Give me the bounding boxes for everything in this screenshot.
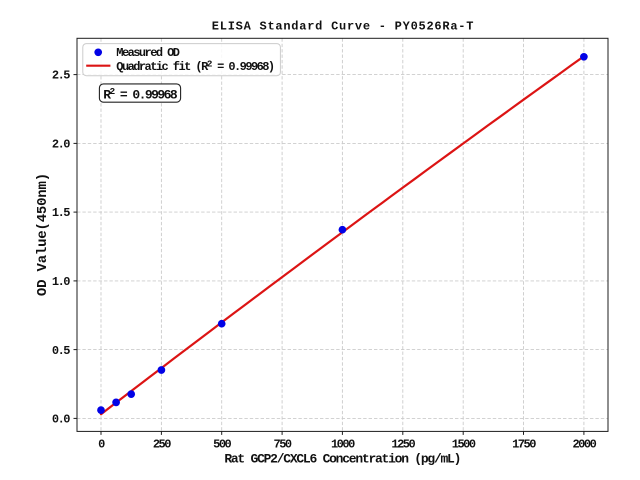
svg-text:0.5: 0.5	[52, 344, 70, 358]
svg-text:750: 750	[274, 438, 292, 452]
svg-text:OD Value(450nm): OD Value(450nm)	[35, 173, 51, 296]
svg-text:Measured OD: Measured OD	[116, 46, 180, 60]
svg-text:1500: 1500	[452, 438, 476, 452]
svg-text:1750: 1750	[512, 438, 536, 452]
svg-text:2.0: 2.0	[52, 138, 70, 152]
svg-text:Rat GCP2/CXCL6 Concentration (: Rat GCP2/CXCL6 Concentration (pg/mL)	[224, 452, 460, 467]
svg-text:R2 = 0.99968: R2 = 0.99968	[103, 86, 178, 102]
svg-text:Quadratic fit (R2 = 0.99968): Quadratic fit (R2 = 0.99968)	[116, 58, 274, 74]
svg-text:2.5: 2.5	[52, 69, 70, 83]
svg-text:0: 0	[98, 438, 105, 452]
svg-text:ELISA Standard Curve - PY0526R: ELISA Standard Curve - PY0526Ra-T	[212, 20, 474, 34]
svg-text:1250: 1250	[391, 438, 415, 452]
svg-text:0.0: 0.0	[52, 413, 70, 427]
svg-text:1000: 1000	[331, 438, 355, 452]
svg-text:250: 250	[153, 438, 171, 452]
svg-text:1.5: 1.5	[52, 206, 70, 220]
svg-text:1.0: 1.0	[52, 275, 70, 289]
svg-text:2000: 2000	[572, 438, 596, 452]
svg-text:500: 500	[213, 438, 231, 452]
